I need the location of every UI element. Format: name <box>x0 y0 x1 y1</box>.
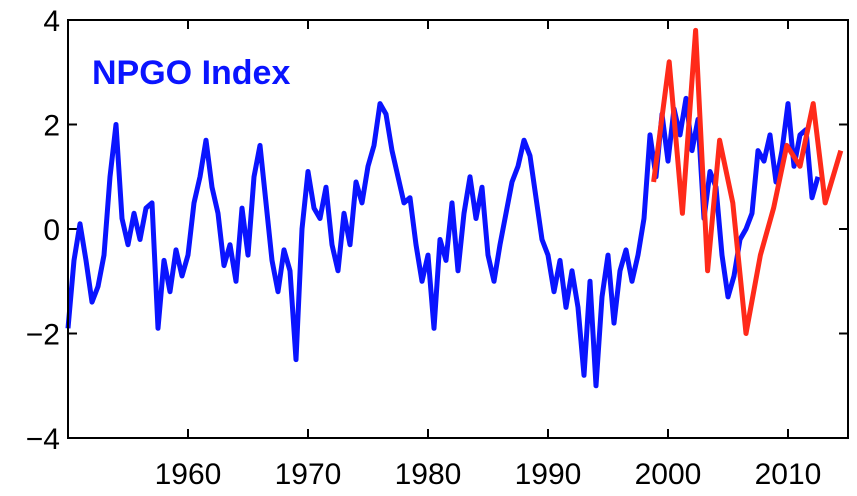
x-tick-label: 1980 <box>395 458 462 491</box>
x-tick-label: 1970 <box>275 458 342 491</box>
x-tick-label: 1990 <box>515 458 582 491</box>
x-tick-label: 2010 <box>755 458 822 491</box>
x-tick-label: 1960 <box>155 458 222 491</box>
y-tick-label: −2 <box>26 319 60 352</box>
y-tick-label: 2 <box>43 110 60 143</box>
plot-frame <box>67 19 849 439</box>
series-line <box>651 27 844 336</box>
chart-title: NPGO Index <box>92 54 290 92</box>
x-tick-label: 2000 <box>635 458 702 491</box>
y-tick-label: 0 <box>43 214 60 247</box>
series-line <box>65 95 821 389</box>
y-tick-label: 4 <box>43 5 60 38</box>
y-tick-label: −4 <box>26 423 60 456</box>
